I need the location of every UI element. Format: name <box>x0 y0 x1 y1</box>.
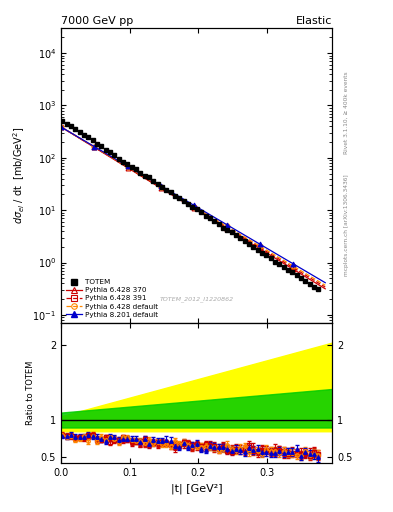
Text: Elastic: Elastic <box>296 16 332 26</box>
Text: 7000 GeV pp: 7000 GeV pp <box>61 16 133 26</box>
Y-axis label: $d\sigma_{el}$ / dt  [mb/GeV$^2$]: $d\sigma_{el}$ / dt [mb/GeV$^2$] <box>11 127 27 224</box>
Text: TOTEM_2012_I1220862: TOTEM_2012_I1220862 <box>160 296 233 302</box>
Legend: TOTEM, Pythia 6.428 370, Pythia 6.428 391, Pythia 6.428 default, Pythia 8.201 de: TOTEM, Pythia 6.428 370, Pythia 6.428 39… <box>64 278 159 319</box>
Text: mcplots.cern.ch [arXiv:1306.3436]: mcplots.cern.ch [arXiv:1306.3436] <box>344 175 349 276</box>
X-axis label: |t| [GeV²]: |t| [GeV²] <box>171 484 222 494</box>
Y-axis label: Ratio to TOTEM: Ratio to TOTEM <box>26 361 35 425</box>
Text: Rivet 3.1.10, ≥ 400k events: Rivet 3.1.10, ≥ 400k events <box>344 71 349 154</box>
